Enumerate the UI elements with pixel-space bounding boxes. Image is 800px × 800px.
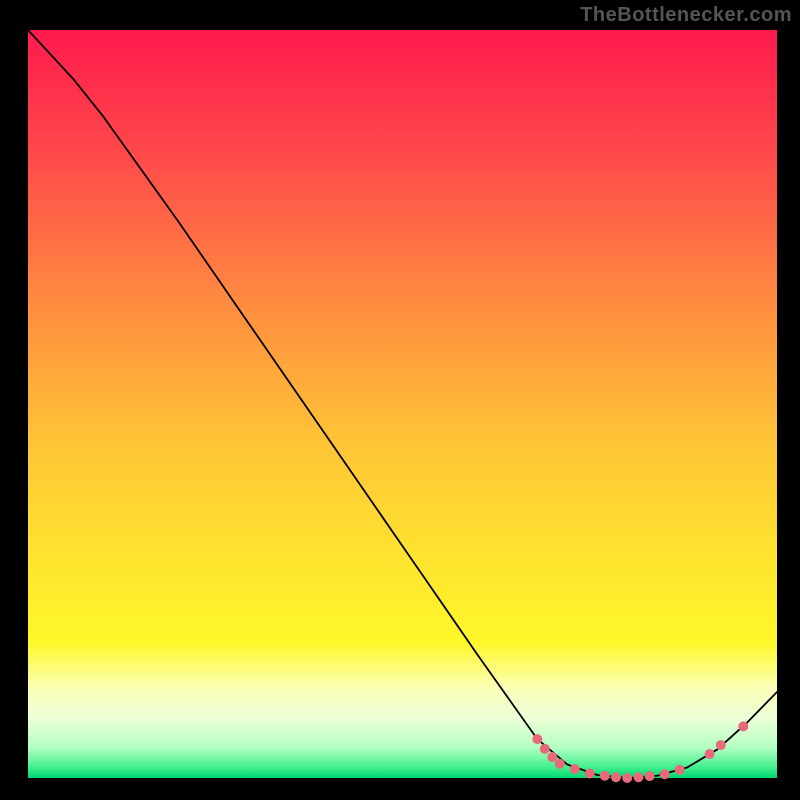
curve-marker <box>633 772 643 782</box>
curve-marker <box>555 759 565 769</box>
curve-marker <box>622 773 632 783</box>
curve-marker <box>547 752 557 762</box>
curve-marker <box>705 749 715 759</box>
plot-background <box>28 30 777 778</box>
curve-marker <box>660 769 670 779</box>
curve-marker <box>532 734 542 744</box>
curve-marker <box>540 744 550 754</box>
curve-marker <box>585 769 595 779</box>
curve-marker <box>600 771 610 781</box>
curve-marker <box>738 721 748 731</box>
attribution-text: TheBottlenecker.com <box>580 4 792 27</box>
bottleneck-curve-chart <box>0 0 800 800</box>
curve-marker <box>611 772 621 782</box>
curve-marker <box>570 764 580 774</box>
curve-marker <box>675 765 685 775</box>
curve-marker <box>716 740 726 750</box>
plot-container: TheBottlenecker.com <box>0 0 800 800</box>
curve-marker <box>645 771 655 781</box>
